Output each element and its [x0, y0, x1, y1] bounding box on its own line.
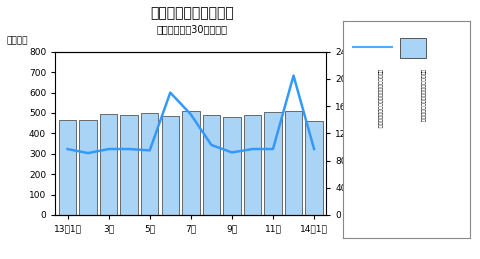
- Bar: [162, 117, 179, 215]
- Text: 賣金と労働時間の推移: 賣金と労働時間の推移: [150, 6, 234, 20]
- Bar: [79, 120, 97, 215]
- Bar: [203, 116, 220, 215]
- Text: （時間）: （時間）: [354, 36, 375, 45]
- Text: （千円）: （千円）: [6, 36, 28, 45]
- Bar: [141, 113, 158, 215]
- Bar: [182, 111, 200, 215]
- Bar: [285, 111, 302, 215]
- Text: 所定内給与額＋所定外給与額＋特別給与額: 所定内給与額＋所定外給与額＋特別給与額: [376, 69, 381, 128]
- Bar: [100, 114, 117, 215]
- Bar: [244, 116, 261, 215]
- Bar: [59, 120, 76, 215]
- Bar: [223, 117, 240, 215]
- Bar: [264, 112, 282, 215]
- Bar: [400, 38, 426, 58]
- Bar: [120, 116, 138, 215]
- Text: （事業所規樨30人以上）: （事業所規樨30人以上）: [156, 25, 228, 35]
- Text: 常用労働者一人平均月間実労働時間数: 常用労働者一人平均月間実労働時間数: [420, 69, 425, 122]
- Bar: [305, 121, 323, 215]
